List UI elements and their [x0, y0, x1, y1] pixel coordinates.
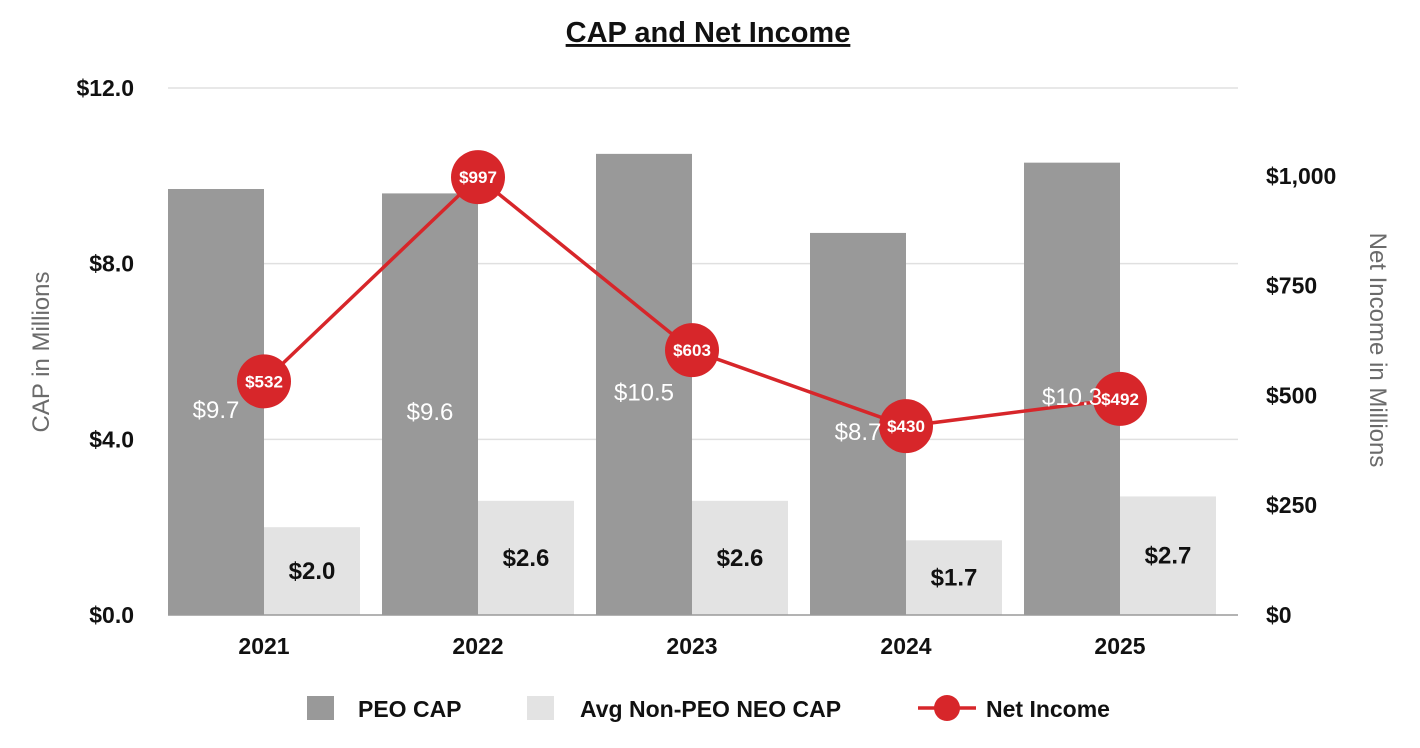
x-tick-label: 2025	[1094, 633, 1145, 659]
bars	[168, 153, 1216, 616]
net-income-marker	[665, 323, 719, 378]
axes: $0.0 $4.0 $8.0 $12.0 $0 $250 $500 $750 $1,000 202…	[76, 75, 1336, 659]
bar-avg-neo-cap-2024	[906, 540, 1002, 615]
y-tick-label: $4.0	[89, 426, 134, 452]
bar-peo-cap-2023	[596, 153, 692, 615]
x-tick-label: 2021	[238, 633, 289, 659]
legend-label-net-income: Net Income	[986, 696, 1110, 722]
y2-tick-label: $750	[1266, 273, 1317, 299]
net-income-label: $997	[459, 168, 497, 187]
bar-label-avg-neo-cap: $2.6	[503, 545, 550, 572]
bar-label-avg-neo-cap: $2.7	[1145, 543, 1192, 570]
bar-label-peo-cap: $9.6	[407, 399, 454, 426]
bar-avg-neo-cap-2021	[264, 527, 360, 615]
legend-label-peo-cap: PEO CAP	[358, 696, 462, 722]
y2-axis-title: Net Income in Millions	[1364, 233, 1391, 468]
y-tick-label: $12.0	[76, 75, 134, 101]
y2-tick-label: $0	[1266, 602, 1292, 628]
net-income-label: $532	[245, 372, 283, 391]
y2-tick-label: $500	[1266, 382, 1317, 408]
legend-swatch-peo-cap	[307, 696, 334, 720]
x-tick-label: 2023	[666, 633, 717, 659]
y-axis-title: CAP in Millions	[28, 272, 55, 433]
net-income-marker	[879, 399, 933, 454]
net-income-label: $603	[673, 341, 711, 360]
data-labels: $9.7 $2.0 $9.6 $2.6 $10.5 $2.6 $8.7 $1.7 $10.3 $2…	[193, 379, 1192, 591]
y2-tick-label: $250	[1266, 492, 1317, 518]
legend-swatch-avg-neo-cap	[527, 696, 554, 720]
bar-label-peo-cap: $10.3	[1042, 384, 1102, 411]
bar-label-avg-neo-cap: $1.7	[931, 565, 978, 592]
y-tick-label: $8.0	[89, 251, 134, 277]
bar-peo-cap-2022	[382, 193, 478, 615]
legend-marker-net-income	[934, 695, 960, 721]
legend-label-avg-neo-cap: Avg Non-PEO NEO CAP	[580, 696, 841, 722]
bar-avg-neo-cap-2023	[692, 500, 788, 615]
net-income-label: $430	[887, 417, 925, 436]
net-income-marker	[237, 354, 291, 409]
net-income-marker	[451, 150, 505, 205]
bar-avg-neo-cap-2025	[1120, 496, 1216, 615]
x-tick-label: 2024	[880, 633, 931, 659]
bar-avg-neo-cap-2022	[478, 500, 574, 615]
net-income-line: $532 $997 $603 $430 $492	[237, 150, 1147, 454]
bar-label-avg-neo-cap: $2.6	[717, 545, 764, 572]
net-income-marker	[1093, 371, 1147, 426]
bar-label-peo-cap: $8.7	[835, 419, 882, 446]
legend: PEO CAP Avg Non-PEO NEO CAP Net Income	[307, 695, 1110, 722]
net-income-label: $492	[1101, 390, 1139, 409]
chart-title: CAP and Net Income	[566, 17, 851, 49]
bar-label-peo-cap: $10.5	[614, 379, 674, 406]
bar-label-peo-cap: $9.7	[193, 397, 240, 424]
y-tick-label: $0.0	[89, 602, 134, 628]
y2-tick-label: $1,000	[1266, 163, 1336, 189]
bar-label-avg-neo-cap: $2.0	[289, 558, 336, 585]
x-tick-label: 2022	[452, 633, 503, 659]
